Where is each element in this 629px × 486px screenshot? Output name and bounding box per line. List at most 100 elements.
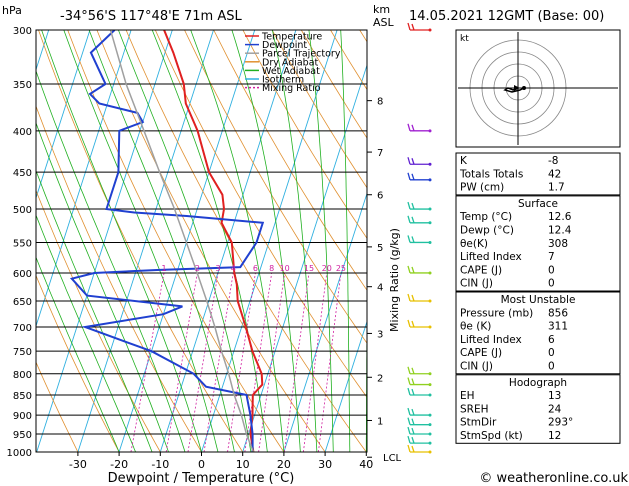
mixing-ratio-line [317, 272, 342, 452]
mixing-ratio-label: 2 [195, 264, 200, 273]
x-tick-label: -20 [110, 458, 128, 471]
mixing-ratio-label: 25 [336, 264, 346, 273]
mixing-ratio-label: 15 [304, 264, 314, 273]
mixing-ratio-label: 6 [253, 264, 258, 273]
pressure-axis: 300 350 400 450 500 550 600 650 700 750 800 850 900 9… [7, 26, 32, 459]
pressure-unit: hPa [2, 4, 22, 17]
pressure-tick-label: 400 [13, 127, 32, 138]
most-unstable-label: CAPE (J) [460, 347, 502, 359]
wind-barb-flag [407, 377, 411, 385]
pressure-tick-label: 300 [13, 26, 32, 37]
wind-barb-flag [407, 201, 411, 210]
altitude-tick-label: 6 [377, 191, 383, 202]
wind-barb-dot [428, 28, 432, 32]
x-tick-label: 10 [236, 458, 250, 471]
most-unstable-label: Lifted Index [460, 334, 522, 346]
altitude-tick-label: 7 [377, 148, 383, 159]
most-unstable-value: 0 [548, 347, 555, 359]
most-unstable-value: 856 [548, 307, 568, 319]
indices-box [455, 152, 621, 196]
wind-barb-flag [411, 158, 415, 165]
hodograph-unit-label: kt [460, 34, 469, 44]
location-title: -34°56'S 117°48'E 71m ASL [60, 9, 242, 24]
isotherm [242, 63, 367, 452]
mixing-ratio-line [284, 272, 310, 452]
altitude-axis: 8 7 6 5 4 3 2 1 LCL [367, 97, 402, 464]
index-label: K [460, 155, 468, 167]
mixing-ratio-label: 3 [216, 264, 221, 273]
surface-label: Temp (°C) [459, 211, 512, 223]
x-tick-label: -10 [151, 458, 169, 471]
isotherm [118, 30, 256, 452]
wind-barb-flag [411, 294, 415, 302]
legend-entry: Dewpoint [262, 40, 307, 51]
wind-barb-flag [411, 216, 415, 224]
pressure-tick-label: 650 [13, 297, 32, 308]
wind-barb-flag [411, 418, 415, 425]
isotherm [201, 30, 338, 452]
hodograph-stat-label: StmSpd (kt) [460, 430, 523, 442]
surface-value: 0 [548, 278, 555, 290]
altitude-tick-label: 4 [377, 283, 383, 294]
pressure-tick-label: 700 [13, 323, 32, 334]
index-label: PW (cm) [460, 182, 504, 194]
wind-barb-flag [407, 435, 411, 444]
surface-title: Surface [518, 198, 558, 210]
isotherm [324, 320, 367, 452]
hodograph-stat-value: 13 [548, 390, 561, 402]
wind-barb-dot [428, 207, 432, 211]
index-value: 1.7 [548, 182, 565, 194]
most-unstable-label: Pressure (mb) [460, 307, 533, 319]
wind-barb-flag [407, 123, 411, 132]
surface-label: Lifted Index [460, 251, 522, 263]
legend-entry: Mixing Ratio [262, 83, 321, 94]
pressure-tick-label: 550 [13, 238, 32, 249]
isotherm [0, 30, 8, 452]
wind-barb-dot [428, 393, 432, 397]
wind-barb-flag [407, 319, 411, 328]
most-unstable-label: θe (K) [460, 321, 491, 333]
dry-adiabat [242, 30, 367, 240]
isotherm [159, 30, 297, 452]
hodograph-trace [503, 87, 525, 93]
wind-barb-dot [428, 450, 432, 454]
surface-label: CAPE (J) [460, 264, 502, 276]
x-axis-label: Dewpoint / Temperature (°C) [108, 471, 295, 486]
wind-barb-flag [407, 426, 411, 435]
pressure-tick-label: 750 [13, 347, 32, 358]
most-unstable-value: 0 [548, 361, 555, 373]
wind-barb-flag [411, 266, 415, 274]
legend-entry: Wet Adiabat [262, 66, 320, 77]
wind-barb-flag [411, 202, 415, 210]
wind-barbs [407, 22, 432, 454]
pressure-tick-label: 500 [13, 205, 32, 216]
wind-barb-flag [411, 320, 415, 328]
datetime-title: 14.05.2021 12GMT (Base: 00) [409, 9, 604, 24]
pressure-tick-label: 850 [13, 391, 32, 402]
altitude-unit-asl: ASL [373, 16, 395, 29]
hodograph-stat-label: SREH [460, 403, 489, 415]
index-value: 42 [548, 168, 561, 180]
copyright: © weatheronline.co.uk [479, 471, 628, 486]
wind-barb-flag [411, 236, 415, 243]
pressure-tick-label: 600 [13, 269, 32, 280]
legend-entry: Temperature [261, 32, 322, 43]
wind-barb-dot [428, 178, 432, 182]
wind-barb-flag [407, 265, 411, 274]
wind-barb-flag [411, 124, 415, 132]
wind-barb-dot [428, 240, 432, 244]
dry-adiabat [213, 30, 367, 291]
wind-barb-flag [411, 408, 415, 416]
surface-value: 12.6 [548, 211, 572, 223]
x-tick-label: 40 [359, 458, 373, 471]
wind-barb-dot [428, 423, 432, 427]
mixing-ratio-label: 20 [322, 264, 332, 273]
mixing-ratio-label: 10 [280, 264, 290, 273]
wind-barb-dot [428, 325, 432, 329]
wind-barb-flag [411, 436, 415, 444]
wind-barb-dot [428, 432, 432, 436]
hodograph-stat-value: 293° [548, 417, 573, 429]
surface-value: 12.4 [548, 225, 572, 237]
altitude-tick-label: 8 [377, 97, 383, 108]
